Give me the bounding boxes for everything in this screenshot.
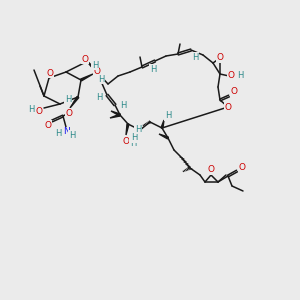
Text: H: H: [65, 94, 71, 103]
Polygon shape: [159, 134, 168, 139]
Text: O: O: [65, 109, 73, 118]
Polygon shape: [81, 74, 93, 81]
Text: H: H: [28, 104, 34, 113]
Text: O: O: [82, 55, 88, 64]
Text: O: O: [224, 103, 232, 112]
Text: H: H: [96, 94, 102, 103]
Text: H: H: [55, 130, 61, 139]
Text: O: O: [35, 106, 43, 116]
Polygon shape: [85, 59, 98, 73]
Text: H: H: [98, 74, 104, 83]
Text: H: H: [92, 61, 98, 70]
Text: H: H: [192, 52, 198, 62]
Text: H: H: [120, 101, 126, 110]
Text: N: N: [63, 128, 69, 136]
Text: O: O: [238, 163, 245, 172]
Polygon shape: [126, 124, 129, 135]
Polygon shape: [161, 120, 164, 128]
Text: O: O: [122, 136, 130, 146]
Text: H: H: [237, 71, 243, 80]
Text: H: H: [131, 134, 137, 142]
Text: H: H: [135, 124, 141, 134]
Text: H: H: [150, 64, 156, 74]
Text: O: O: [227, 71, 235, 80]
Polygon shape: [111, 111, 120, 116]
Text: H: H: [130, 139, 136, 148]
Text: O: O: [44, 121, 52, 130]
Text: H: H: [165, 112, 171, 121]
Text: O: O: [217, 53, 224, 62]
Text: O: O: [208, 166, 214, 175]
Text: H: H: [69, 130, 75, 140]
Polygon shape: [110, 114, 120, 118]
Text: O: O: [230, 88, 238, 97]
Text: O: O: [94, 67, 100, 76]
Polygon shape: [70, 96, 79, 108]
Text: O: O: [46, 68, 53, 77]
